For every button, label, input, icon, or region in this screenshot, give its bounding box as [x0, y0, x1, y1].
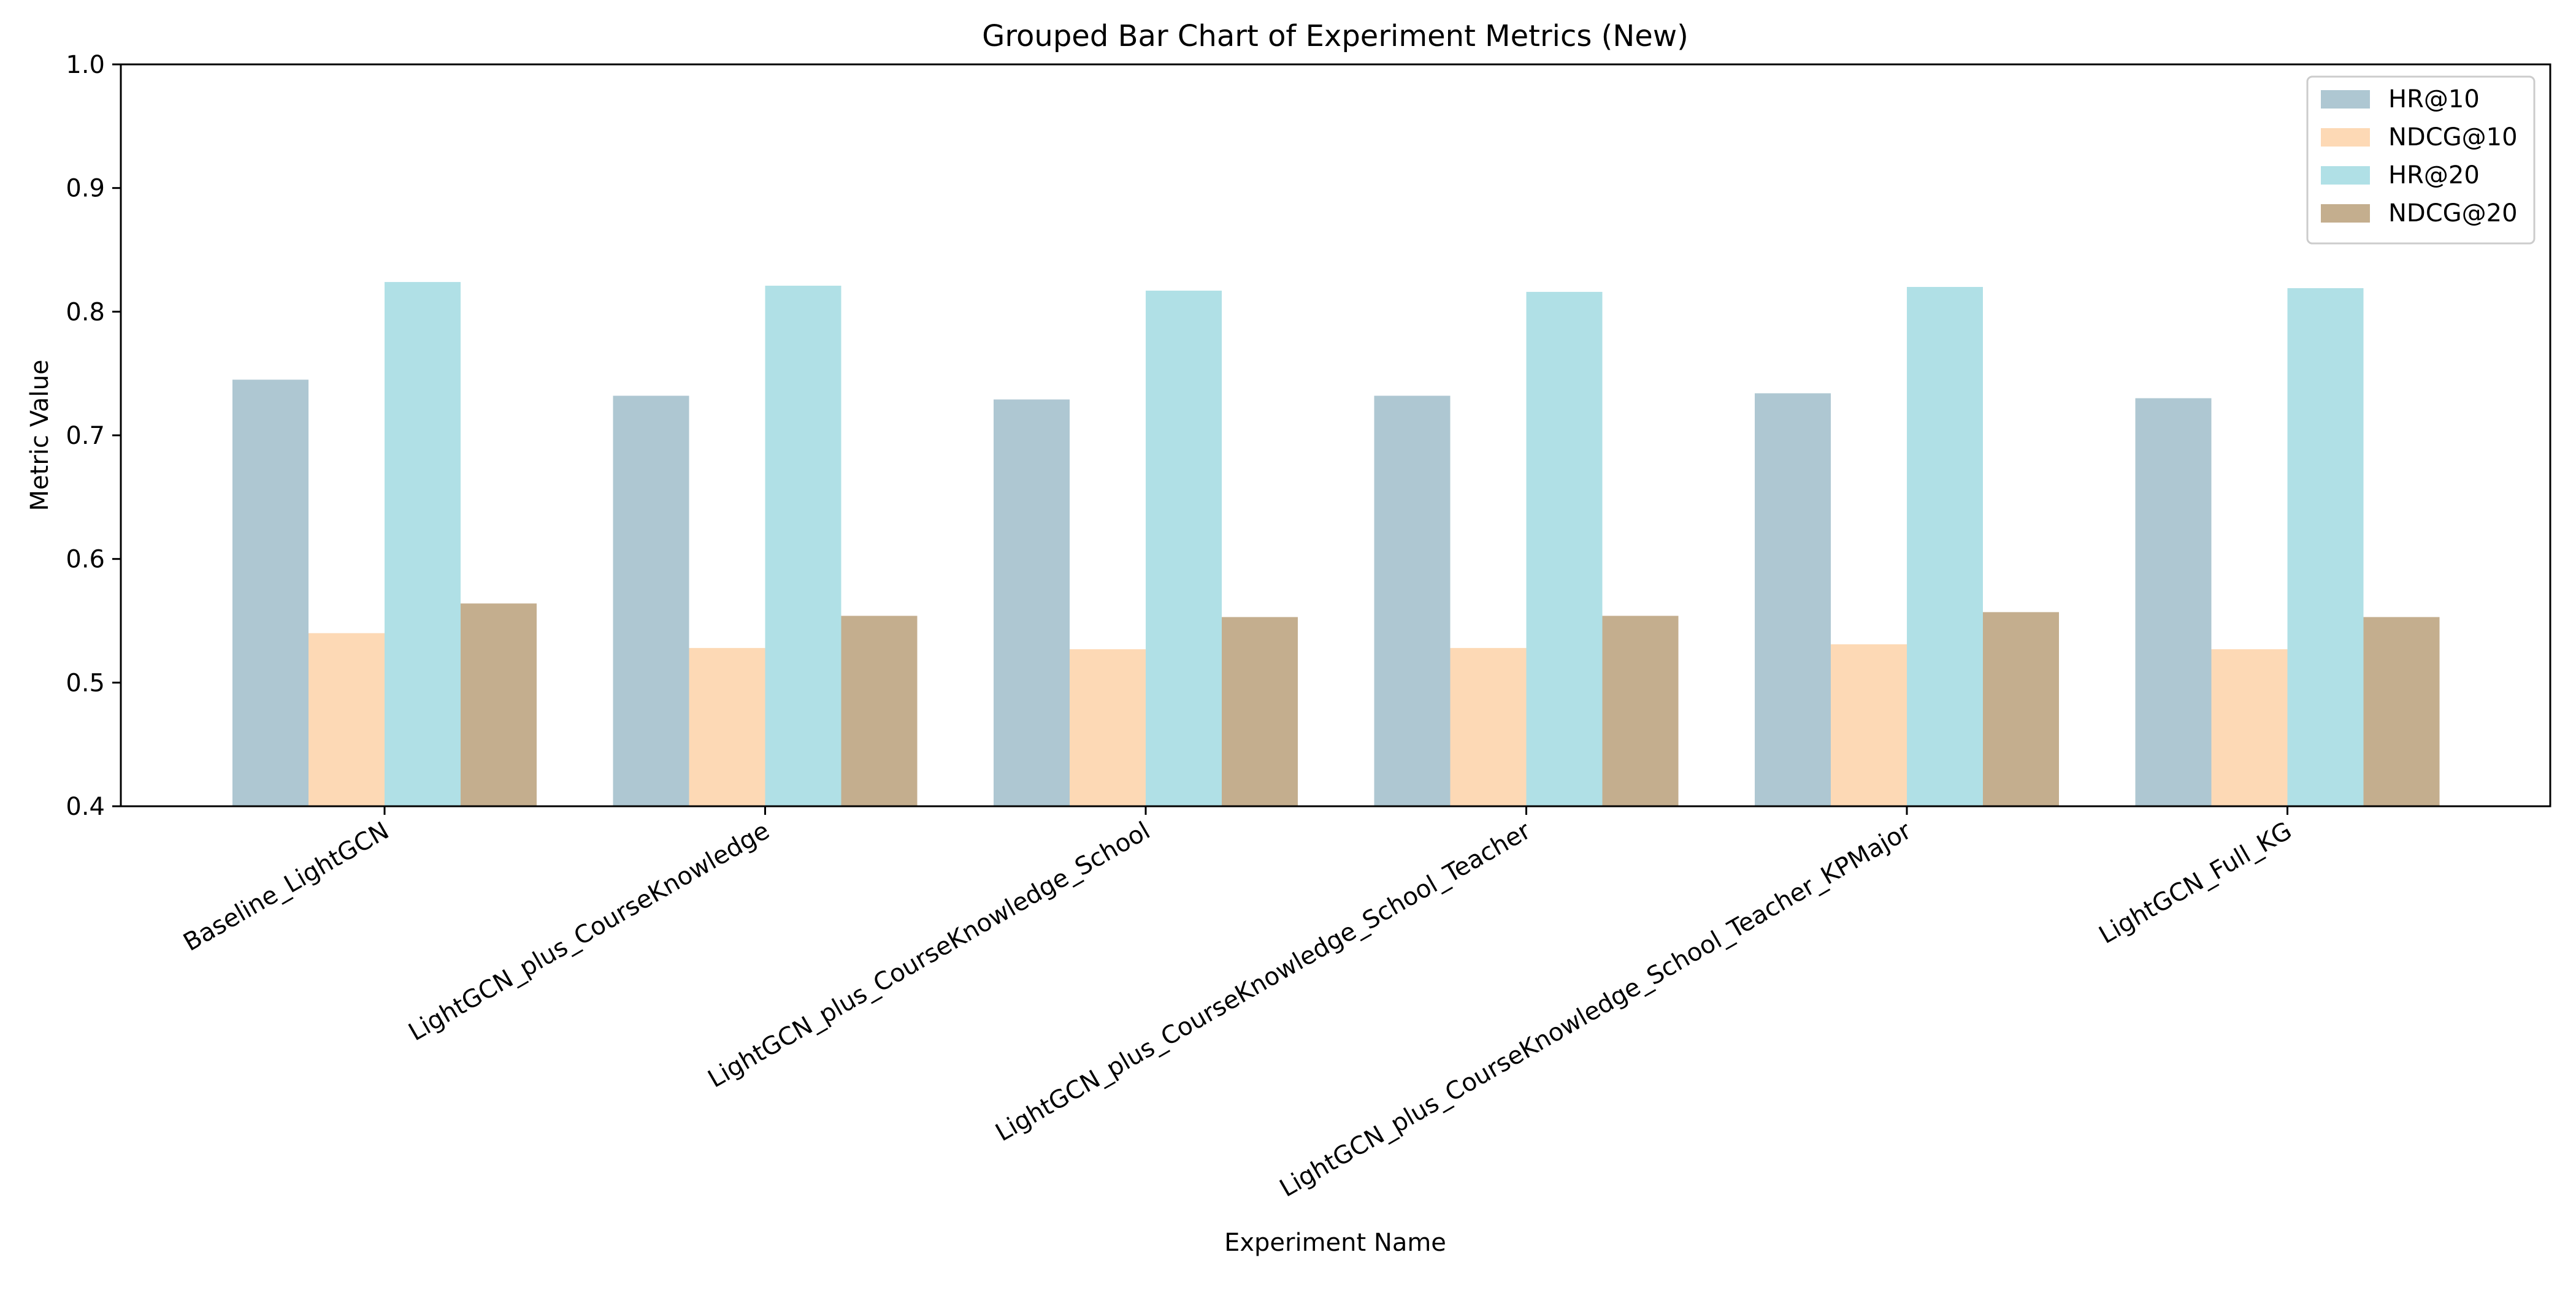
- bar-hr-20-3: [1526, 292, 1603, 807]
- bar-hr-10-1: [613, 395, 689, 806]
- bar-ndcg-20-1: [841, 616, 918, 806]
- bar-hr-10-4: [1755, 393, 1831, 806]
- bar-hr-10-3: [1374, 395, 1451, 806]
- bars-layer: [232, 281, 2440, 807]
- bar-hr-20-2: [1146, 291, 1222, 806]
- bar-ndcg-10-2: [1070, 649, 1146, 806]
- y-tick-label: 0.8: [66, 298, 105, 326]
- bar-hr-10-5: [2135, 398, 2212, 806]
- bar-ndcg-20-5: [2363, 617, 2440, 806]
- legend-swatch-ndcg-10: [2321, 128, 2370, 147]
- bar-ndcg-10-4: [1831, 644, 1907, 806]
- y-tick-label: 0.7: [66, 422, 105, 450]
- y-tick-label: 0.6: [66, 546, 105, 574]
- x-tick-label: LightGCN_Full_KG: [2095, 817, 2297, 950]
- x-axis: Baseline_LightGCN LightGCN_plus_CourseKno…: [178, 806, 2297, 1203]
- legend-swatch-hr-20: [2321, 166, 2370, 185]
- bar-ndcg-10-5: [2211, 649, 2288, 806]
- y-tick-label: 0.9: [66, 175, 105, 203]
- legend-label-ndcg-10: NDCG@10: [2388, 123, 2518, 151]
- bar-hr-20-5: [2287, 288, 2364, 806]
- legend-label-hr-20: HR@20: [2388, 161, 2480, 189]
- bar-hr-10-0: [232, 380, 309, 806]
- y-tick-label: 0.5: [66, 669, 105, 697]
- x-tick-label: Baseline_LightGCN: [178, 817, 394, 957]
- bar-ndcg-10-1: [689, 647, 765, 806]
- bar-ndcg-20-4: [1983, 612, 2059, 806]
- x-tick-label: LightGCN_plus_CourseKnowledge_School_Tea…: [1275, 817, 1917, 1203]
- y-axis: 0.4 0.5 0.6 0.7 0.8 0.9 1.0: [66, 51, 121, 821]
- legend-label-hr-10: HR@10: [2388, 85, 2480, 113]
- legend: HR@10 NDCG@10 HR@20 NDCG@20: [2306, 75, 2536, 245]
- bar-hr-20-0: [385, 281, 461, 806]
- bar-ndcg-20-2: [1222, 617, 1298, 806]
- legend-swatch-ndcg-20: [2321, 204, 2370, 223]
- chart-title: Grouped Bar Chart of Experiment Metrics …: [982, 19, 1689, 53]
- bar-ndcg-20-0: [461, 603, 537, 806]
- bar-hr-10-2: [994, 399, 1070, 806]
- legend-swatch-hr-10: [2321, 90, 2370, 109]
- x-tick-label: LightGCN_plus_CourseKnowledge: [404, 817, 774, 1047]
- x-tick-label: LightGCN_plus_CourseKnowledge_School: [703, 817, 1155, 1094]
- bar-ndcg-10-3: [1450, 647, 1527, 806]
- bar-ndcg-20-3: [1602, 616, 1679, 806]
- bar-hr-20-4: [1907, 287, 1983, 806]
- bar-hr-20-1: [765, 285, 841, 806]
- x-axis-label: Experiment Name: [1224, 1229, 1446, 1257]
- bar-ndcg-10-0: [309, 633, 385, 806]
- y-axis-label: Metric Value: [26, 360, 54, 511]
- legend-label-ndcg-20: NDCG@20: [2388, 199, 2518, 227]
- legend-box: [2306, 75, 2536, 245]
- y-tick-label: 1.0: [66, 51, 105, 79]
- y-tick-label: 0.4: [66, 793, 105, 821]
